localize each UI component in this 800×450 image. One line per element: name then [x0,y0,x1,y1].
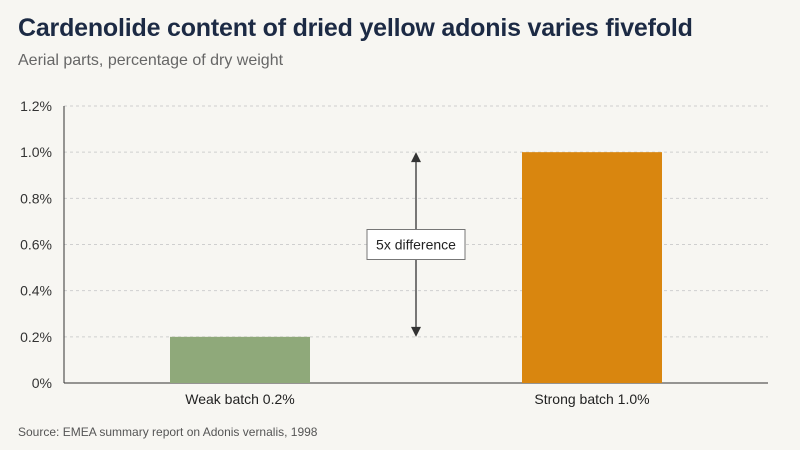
source-note: Source: EMEA summary report on Adonis ve… [18,425,318,439]
annotation-arrowhead-down [411,326,421,337]
y-tick-label: 0.8% [20,190,52,206]
bar [170,336,310,383]
x-category-label: Strong batch 1.0% [534,391,649,407]
annotation: 5x difference [366,152,466,337]
chart-subtitle: Aerial parts, percentage of dry weight [18,52,284,69]
chart-title: Cardenolide content of dried yellow adon… [18,14,693,42]
y-tick-label: 0.2% [20,329,52,345]
y-tick-label: 0.6% [20,237,52,253]
annotation-box [366,229,466,260]
y-tick-label: 1.0% [20,144,52,160]
labels: 0% 0.2% 0.4% 0.6% 0.8% 1.0% 1.2% Weak batch 0.2… [20,98,650,407]
x-category-label: Weak batch 0.2% [185,391,294,407]
y-tick-label: 1.2% [20,98,52,114]
annotation-label: 5x difference [376,237,456,253]
annotation-arrowhead-up [411,152,421,163]
y-tick-label: 0% [32,375,52,391]
bars [170,152,662,383]
bar [522,152,662,383]
y-tick-label: 0.4% [20,283,52,299]
